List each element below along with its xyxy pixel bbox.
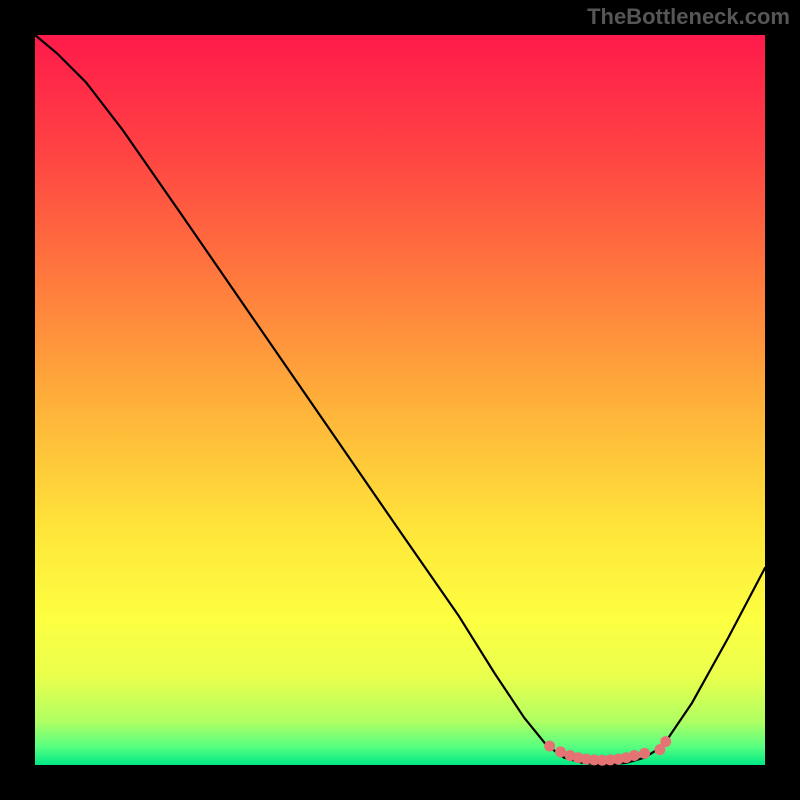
bottleneck-chart [0,0,800,800]
marker-dot [639,748,650,759]
marker-dot [660,736,671,747]
chart-background [35,35,765,765]
marker-dot [555,746,566,757]
marker-dot [629,750,640,761]
marker-dot [544,741,555,752]
